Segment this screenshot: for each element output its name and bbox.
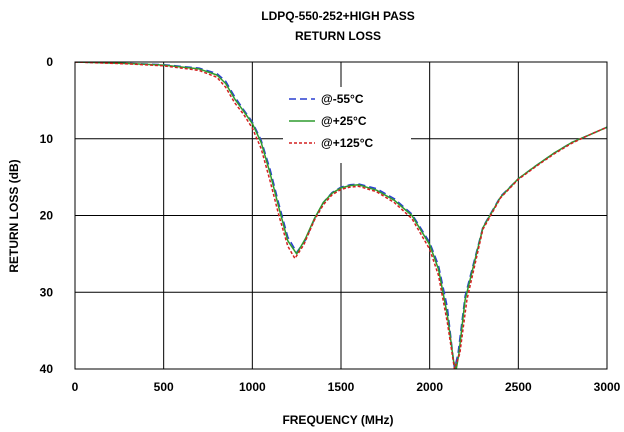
x-tick-label: 1000 xyxy=(239,380,266,394)
tick-labels: 0 500 1000 1500 2000 2500 3000 0 10 20 30 40 xyxy=(40,55,621,394)
legend: @-55°C @+25°C @+125°C xyxy=(283,87,411,163)
y-tick-label: 30 xyxy=(40,285,54,299)
series-line-1 xyxy=(75,62,607,369)
x-tick-label: 500 xyxy=(154,380,174,394)
x-tick-label: 2500 xyxy=(505,380,532,394)
x-tick-label: 1500 xyxy=(328,380,355,394)
chart-subtitle: RETURN LOSS xyxy=(295,29,381,43)
legend-entry: @-55°C xyxy=(321,92,364,106)
y-tick-label: 40 xyxy=(40,362,54,376)
y-tick-label: 10 xyxy=(40,132,54,146)
y-axis-title: RETURN LOSS (dB) xyxy=(7,159,21,272)
series-line-3 xyxy=(75,62,607,369)
chart-title: LDPQ-550-252+HIGH PASS xyxy=(261,9,415,23)
plot-frame xyxy=(74,61,608,370)
legend-entry: @+125°C xyxy=(321,136,374,150)
x-tick-label: 0 xyxy=(72,380,79,394)
y-tick-label: 20 xyxy=(40,209,54,223)
legend-entry: @+25°C xyxy=(321,114,367,128)
x-axis-title: FREQUENCY (MHz) xyxy=(282,413,393,427)
x-tick-label: 2000 xyxy=(416,380,443,394)
y-tick-label: 0 xyxy=(46,55,53,69)
x-tick-label: 3000 xyxy=(594,380,621,394)
plot-series xyxy=(75,62,607,369)
